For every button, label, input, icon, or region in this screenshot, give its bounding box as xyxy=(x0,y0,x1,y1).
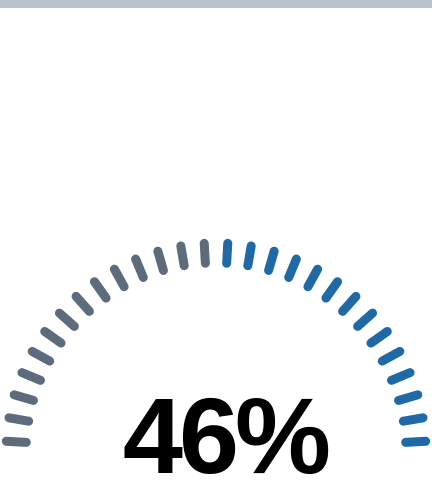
gauge-tick-filled xyxy=(353,308,378,331)
gauge-tick-filled xyxy=(387,368,415,385)
gauge-tick-filled xyxy=(366,326,392,348)
gauge-tick-unfilled xyxy=(89,277,111,303)
gauge-tick-filled xyxy=(284,254,301,282)
progress-gauge: 46% xyxy=(1,238,431,490)
gauge-tick-filled xyxy=(401,436,431,447)
gauge-tick-unfilled xyxy=(1,436,31,447)
gauge-tick-filled xyxy=(338,291,361,316)
gauge-tick-filled xyxy=(303,264,323,292)
gauge-tick-unfilled xyxy=(71,291,94,316)
gauge-tick-filled xyxy=(222,238,233,268)
gauge-tick-unfilled xyxy=(9,390,38,405)
gauge-tick-unfilled xyxy=(131,254,148,282)
gauge-ticks xyxy=(1,238,431,447)
header-bar xyxy=(0,0,432,8)
gauge-tick-filled xyxy=(264,246,279,275)
gauge-tick-filled xyxy=(394,390,423,405)
gauge-value-text: 46% xyxy=(122,375,331,496)
gauge-tick-filled xyxy=(377,346,405,366)
gauge-tick-unfilled xyxy=(27,346,55,366)
gauge-tick-unfilled xyxy=(54,308,79,331)
gauge-tick-unfilled xyxy=(199,238,210,268)
gauge-tick-unfilled xyxy=(40,326,66,348)
gauge-tick-unfilled xyxy=(153,246,168,275)
gauge-tick-unfilled xyxy=(109,264,129,292)
gauge-tick-unfilled xyxy=(176,241,189,271)
gauge-tick-filled xyxy=(398,413,428,426)
gauge-tick-unfilled xyxy=(17,368,45,385)
gauge-tick-filled xyxy=(321,277,343,303)
gauge-tick-filled xyxy=(243,241,256,271)
gauge-tick-unfilled xyxy=(4,413,34,426)
